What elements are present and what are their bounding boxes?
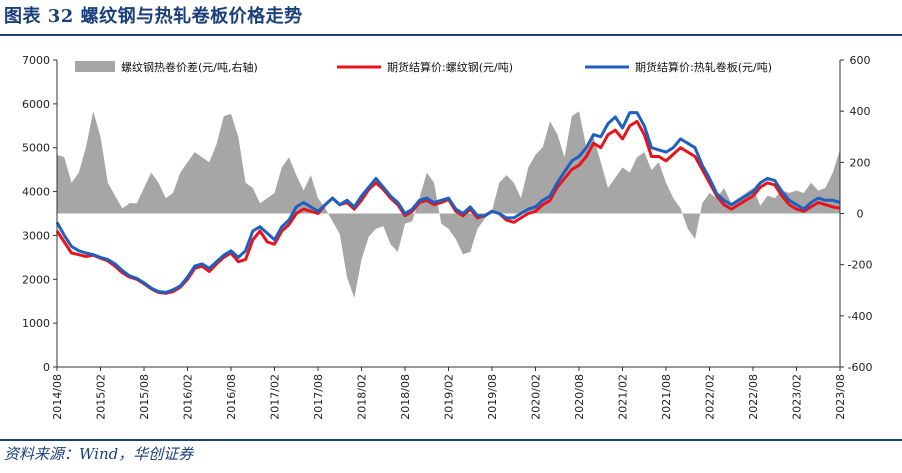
x-tick-label: 2016/02 [182,374,195,420]
left-tick-label: 4000 [22,186,50,199]
x-tick-label: 2021/02 [617,374,630,420]
right-tick-label: 0 [857,208,864,221]
right-tick-label: -400 [848,310,873,323]
legend-swatch-spread [75,61,115,72]
x-tick-label: 2021/08 [660,374,673,420]
chart-title: 图表 32 螺纹钢与热轧卷板价格走势 [4,6,303,27]
x-tick-label: 2015/08 [138,374,151,420]
legend: 螺纹钢热卷价差(元/吨,右轴) 期货结算价:螺纹钢(元/吨) 期货结算价:热轧卷板(… [75,60,772,74]
plot-layer [55,111,841,298]
x-tick-label: 2023/02 [791,374,804,420]
spread-area [57,111,840,298]
left-tick-label: 5000 [22,142,50,155]
x-tick-label: 2022/02 [704,374,717,420]
left-tick-label: 2000 [22,273,50,286]
right-tick-label: 400 [850,105,871,118]
left-tick-label: 7000 [22,54,50,67]
x-tick-label: 2019/02 [443,374,456,420]
right-tick-label: -600 [848,361,873,374]
right-tick-label: 600 [850,54,871,67]
left-tick-label: 0 [43,361,50,374]
price-chart: 01000200030004000500060007000-600-400-20… [22,54,872,420]
right-tick-label: -200 [848,259,873,272]
legend-label-spread: 螺纹钢热卷价差(元/吨,右轴) [121,60,258,74]
left-tick-label: 1000 [22,317,50,330]
x-tick-label: 2020/08 [573,374,586,420]
left-tick-label: 3000 [22,229,50,242]
x-tick-label: 2017/08 [312,374,325,420]
x-tick-label: 2017/02 [269,374,282,420]
left-tick-label: 6000 [22,98,50,111]
legend-label-rebar: 期货结算价:螺纹钢(元/吨) [387,60,513,74]
source-rule [0,439,902,441]
title-underline [0,34,902,36]
source-note: 资料来源：Wind，华创证券 [4,445,194,463]
legend-label-hrc: 期货结算价:热轧卷板(元/吨) [635,60,772,74]
axis-layer: 01000200030004000500060007000-600-400-20… [22,54,872,420]
x-tick-label: 2016/08 [225,374,238,420]
x-tick-label: 2018/02 [356,374,369,420]
x-tick-label: 2023/08 [834,374,847,420]
x-tick-label: 2014/08 [51,374,64,420]
hrc-price-line [55,111,841,294]
x-tick-label: 2022/08 [747,374,760,420]
x-tick-label: 2018/08 [399,374,412,420]
right-tick-label: 200 [850,156,871,169]
x-tick-label: 2020/02 [530,374,543,420]
x-tick-label: 2015/02 [95,374,108,420]
x-tick-label: 2019/08 [486,374,499,420]
